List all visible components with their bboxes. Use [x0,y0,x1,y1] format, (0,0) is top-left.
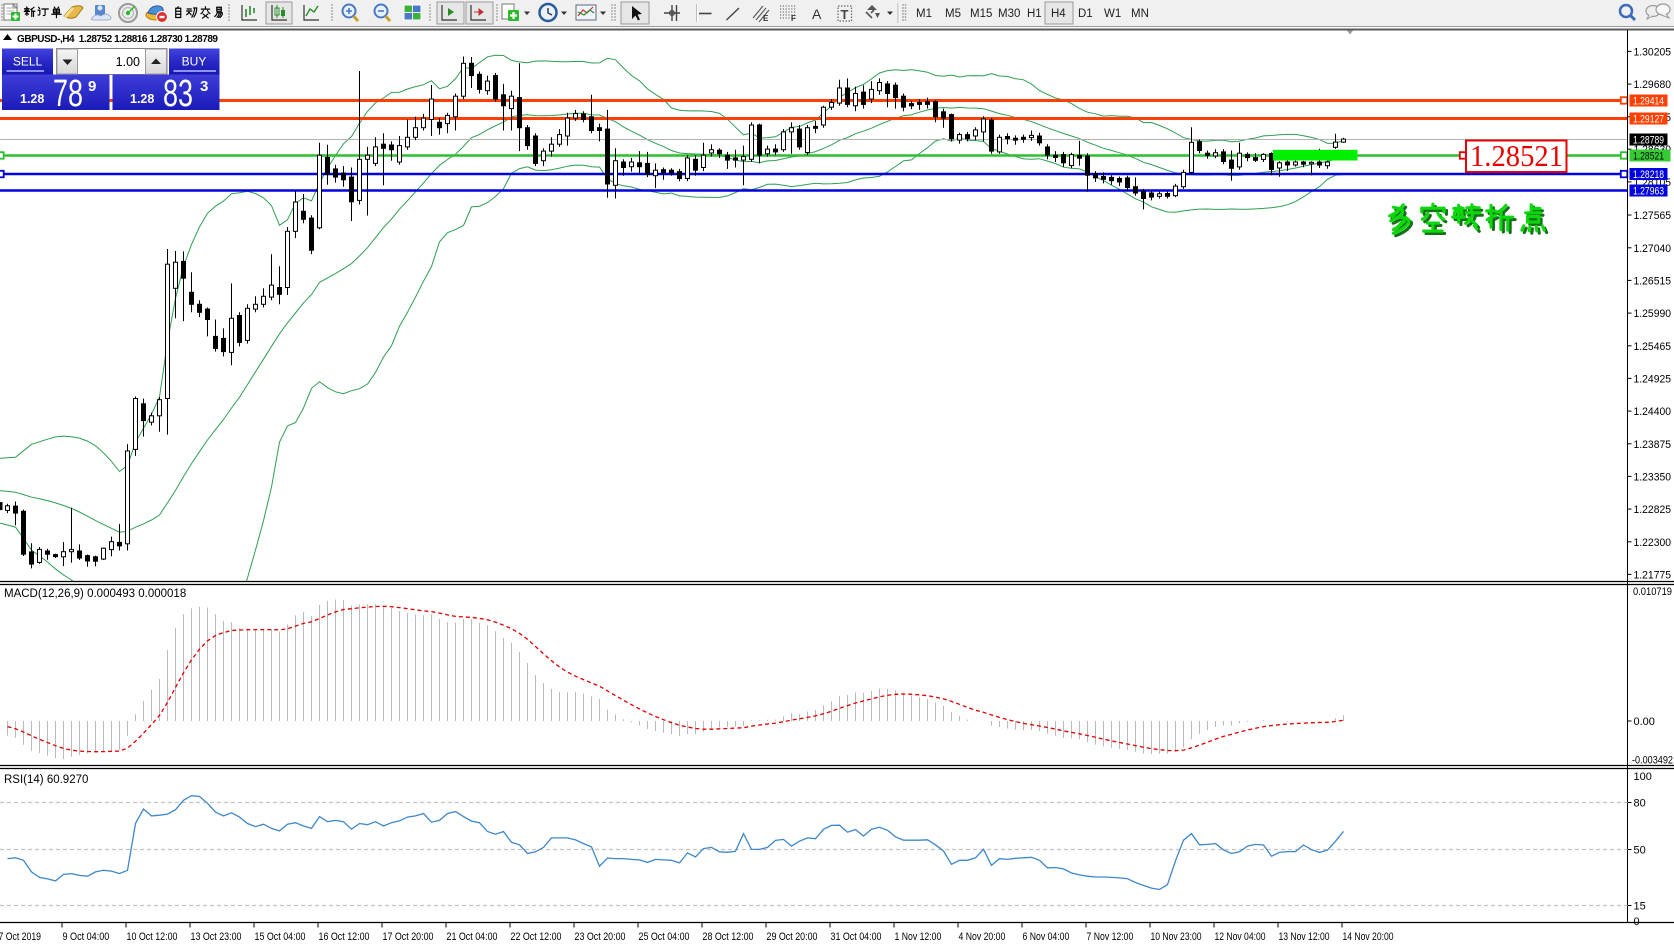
svg-text:D1: D1 [1078,8,1093,20]
svg-text:H4: H4 [1051,8,1066,20]
svg-text:23 Oct 20:00: 23 Oct 20:00 [575,931,626,943]
svg-text:1.27565: 1.27565 [1634,210,1672,222]
svg-text:29 Oct 20:00: 29 Oct 20:00 [767,931,818,943]
svg-text:1.28521: 1.28521 [1470,138,1563,173]
svg-text:MN: MN [1131,8,1149,20]
svg-text:3: 3 [200,78,208,95]
svg-text:1.22300: 1.22300 [1634,537,1672,549]
svg-text:100: 100 [1634,771,1652,783]
svg-text:10 Nov 23:00: 10 Nov 23:00 [1151,931,1202,943]
svg-text:1.29680: 1.29680 [1634,79,1672,91]
svg-text:1.23350: 1.23350 [1634,471,1672,483]
svg-text:16 Oct 12:00: 16 Oct 12:00 [319,931,370,943]
svg-text:1.24400: 1.24400 [1634,406,1672,418]
svg-text:1.21775: 1.21775 [1634,569,1672,581]
svg-text:9 Oct 04:00: 9 Oct 04:00 [63,931,110,943]
svg-text:1.30205: 1.30205 [1634,46,1672,58]
svg-text:T: T [841,7,849,22]
svg-text:1.26515: 1.26515 [1634,275,1672,287]
svg-text:83: 83 [163,73,193,115]
svg-text:7 Oct 2019: 7 Oct 2019 [0,931,41,943]
svg-text:13 Nov 12:00: 13 Nov 12:00 [1279,931,1330,943]
svg-text:14 Nov 20:00: 14 Nov 20:00 [1343,931,1394,943]
svg-text:1.28: 1.28 [20,92,44,106]
svg-text:1.29127: 1.29127 [1633,114,1664,126]
svg-text:M5: M5 [945,8,961,20]
svg-text:0.00: 0.00 [1634,716,1655,728]
svg-text:15 Oct 04:00: 15 Oct 04:00 [255,931,306,943]
svg-text:1.28218: 1.28218 [1633,169,1664,181]
svg-text:22 Oct 12:00: 22 Oct 12:00 [511,931,562,943]
svg-text:-0.003492: -0.003492 [1632,755,1673,767]
svg-text:12 Nov 04:00: 12 Nov 04:00 [1215,931,1266,943]
svg-text:M15: M15 [970,8,992,20]
svg-text:25 Oct 04:00: 25 Oct 04:00 [639,931,690,943]
svg-text:80: 80 [1634,798,1646,810]
svg-text:13 Oct 23:00: 13 Oct 23:00 [191,931,242,943]
svg-text:BUY: BUY [182,55,207,69]
svg-text:1.25990: 1.25990 [1634,308,1672,320]
svg-text:9: 9 [88,78,96,95]
svg-text:31 Oct 04:00: 31 Oct 04:00 [831,931,882,943]
svg-text:W1: W1 [1104,8,1121,20]
svg-text:F: F [791,14,796,23]
svg-text:1.27040: 1.27040 [1634,243,1672,255]
svg-text:0.010719: 0.010719 [1633,586,1672,598]
svg-text:H1: H1 [1027,8,1042,20]
svg-text:1.24925: 1.24925 [1634,373,1672,385]
svg-text:4 Nov 20:00: 4 Nov 20:00 [959,931,1006,943]
svg-text:78: 78 [53,73,83,115]
svg-text:1.28789: 1.28789 [1633,135,1664,147]
svg-text:M30: M30 [998,8,1020,20]
svg-text:MACD(12,26,9) 0.000493 0.00001: MACD(12,26,9) 0.000493 0.000018 [4,588,186,600]
svg-text:1 Nov 12:00: 1 Nov 12:00 [895,931,942,943]
svg-text:15: 15 [1634,901,1646,913]
svg-text:7 Nov 12:00: 7 Nov 12:00 [1087,931,1134,943]
svg-text:1.00: 1.00 [116,55,140,69]
svg-text:RSI(14) 60.9270: RSI(14) 60.9270 [4,774,88,786]
svg-text:0: 0 [1634,916,1640,928]
svg-text:1.25465: 1.25465 [1634,341,1672,353]
svg-text:50: 50 [1634,845,1646,857]
svg-text:1.28: 1.28 [130,92,154,106]
svg-text:1.23875: 1.23875 [1634,439,1672,451]
svg-text:17 Oct 20:00: 17 Oct 20:00 [383,931,434,943]
svg-text:GBPUSD-,H4 1.28752 1.28816 1.: GBPUSD-,H4 1.28752 1.28816 1.28730 1.287… [17,34,218,45]
svg-text:6 Nov 04:00: 6 Nov 04:00 [1023,931,1070,943]
svg-text:21 Oct 04:00: 21 Oct 04:00 [447,931,498,943]
svg-text:1.22825: 1.22825 [1634,504,1672,516]
svg-text:M1: M1 [916,8,932,20]
svg-text:28 Oct 12:00: 28 Oct 12:00 [703,931,754,943]
svg-text:E: E [763,14,769,23]
svg-text:1.27963: 1.27963 [1633,186,1664,198]
svg-text:10 Oct 12:00: 10 Oct 12:00 [127,931,178,943]
svg-text:1.28521: 1.28521 [1633,151,1664,163]
svg-text:A: A [812,6,822,22]
svg-text:SELL: SELL [13,55,43,69]
svg-text:1.29414: 1.29414 [1633,96,1664,108]
